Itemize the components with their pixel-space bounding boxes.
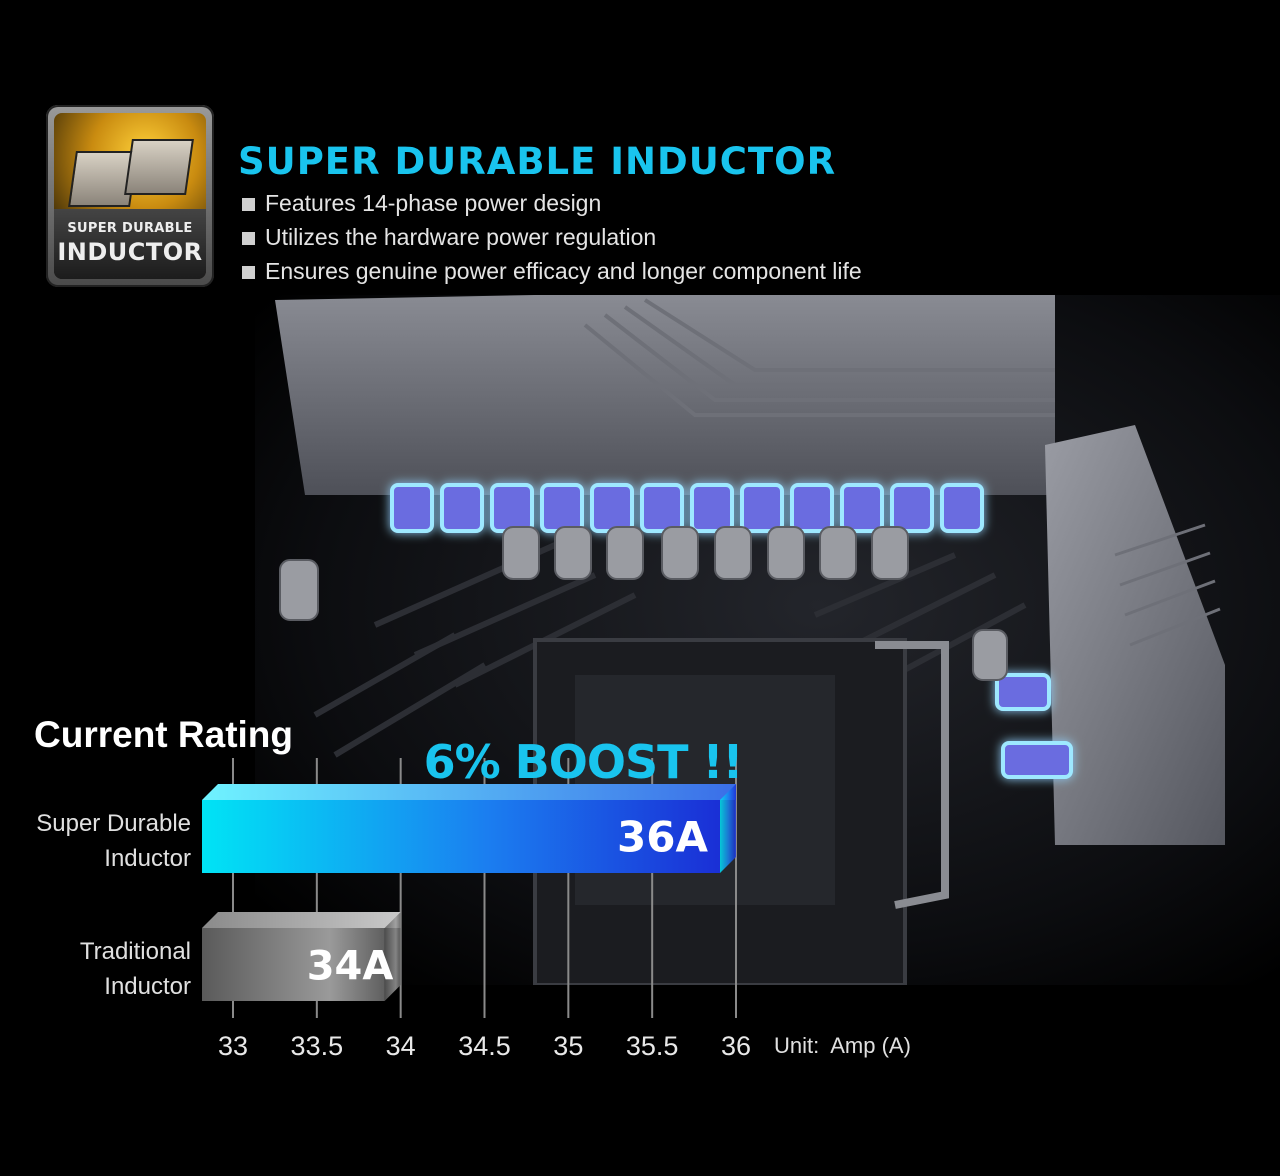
inductor-icon [995, 673, 1051, 711]
unit-label: Unit: Amp (A) [774, 1033, 911, 1058]
category-label: Inductor [104, 973, 191, 1000]
bullet-square-icon [242, 232, 255, 245]
bar [202, 800, 720, 873]
inductor-icon [890, 483, 934, 533]
feature-list: Features 14-phase power design Utilizes … [242, 188, 862, 290]
heatsink-fins [583, 298, 1055, 417]
category-label: Traditional [80, 938, 191, 965]
inductor-icon [1001, 741, 1073, 779]
feature-text: Ensures genuine power efficacy and longe… [265, 258, 862, 284]
chart-title: Current Rating [34, 714, 293, 755]
inductor-icon [740, 483, 784, 533]
inductor-icon [940, 483, 984, 533]
glowing-inductor-row [390, 483, 1073, 779]
heatsink-side-fins [1114, 523, 1221, 647]
x-tick-label: 34 [386, 1031, 416, 1061]
badge-line-2: INDUCTOR [57, 238, 203, 266]
x-tick-label: 33.5 [291, 1031, 344, 1061]
x-tick-labels: 33 33.5 34 34.5 35 35.5 36 [218, 1031, 751, 1061]
inductor-icon [640, 483, 684, 533]
inductor-icon [840, 483, 884, 533]
capacitor-icon [972, 629, 1008, 681]
x-tick-label: 35.5 [626, 1031, 679, 1061]
badge-emblem: SUPER DURABLE INDUCTOR [54, 113, 206, 279]
capacitor-row [279, 526, 1008, 681]
socket-lever [875, 641, 949, 909]
capacitor-icon [279, 559, 319, 621]
capacitor-icon [606, 526, 644, 580]
capacitor-icon [502, 526, 540, 580]
feature-text: Utilizes the hardware power regulation [265, 224, 657, 250]
bar-top-face [202, 912, 401, 928]
vrm-heatsink-top [275, 295, 1055, 495]
category-labels: Super Durable Inductor Traditional Inductor [36, 810, 191, 1000]
badge-line-1: SUPER DURABLE [67, 221, 193, 236]
bar-end-face [384, 912, 401, 1001]
vrm-heatsink-side [1045, 425, 1225, 845]
feature-text: Features 14-phase power design [265, 190, 602, 216]
bar-value-label: 36A [617, 813, 708, 862]
x-tick-label: 34.5 [458, 1031, 511, 1061]
category-label: Inductor [104, 845, 191, 872]
super-durable-inductor-badge: SUPER DURABLE INDUCTOR [46, 105, 214, 287]
capacitor-icon [767, 526, 805, 580]
inductor-icon [690, 483, 734, 533]
page-title: SUPER DURABLE INDUCTOR [238, 140, 837, 183]
x-tick-label: 33 [218, 1031, 248, 1061]
bar [202, 928, 385, 1001]
capacitor-icon [819, 526, 857, 580]
capacitor-icon [871, 526, 909, 580]
bullet-square-icon [242, 266, 255, 279]
feature-item: Ensures genuine power efficacy and longe… [242, 256, 862, 290]
x-tick-label: 35 [553, 1031, 583, 1061]
category-label: Super Durable [36, 810, 191, 837]
x-tick-label: 36 [721, 1031, 751, 1061]
bar-value-label: 34A [307, 944, 394, 990]
pcb-traces [313, 542, 1027, 758]
bullet-square-icon [242, 198, 255, 211]
inductor-icon [790, 483, 834, 533]
bar-top-face [202, 784, 736, 800]
feature-item: Utilizes the hardware power regulation [242, 222, 862, 256]
inductor-icon [390, 483, 434, 533]
feature-item: Features 14-phase power design [242, 188, 862, 222]
bars: 36A 34A [202, 784, 736, 1001]
boost-annotation: 6% BOOST !! [424, 735, 743, 789]
capacitor-icon [661, 526, 699, 580]
bar-end-face [720, 784, 736, 873]
badge-label-plate: SUPER DURABLE INDUCTOR [54, 209, 206, 279]
capacitor-icon [714, 526, 752, 580]
inductor-icon [440, 483, 484, 533]
capacitor-icon [554, 526, 592, 580]
